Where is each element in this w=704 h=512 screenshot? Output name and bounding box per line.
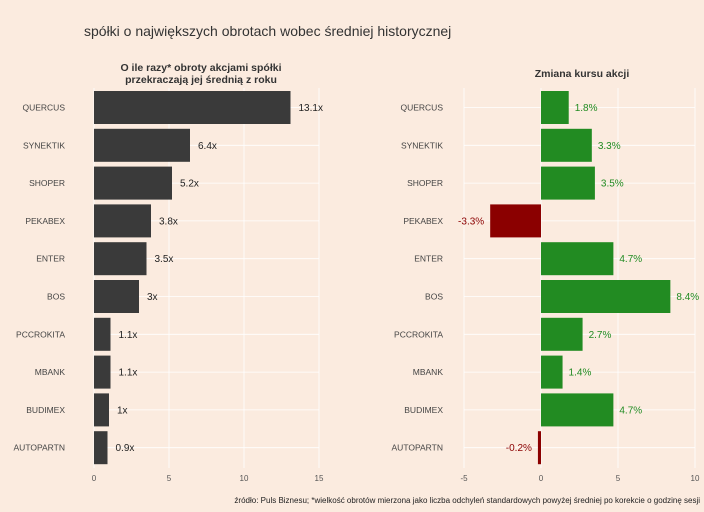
left-bar	[94, 317, 111, 351]
right-data-label: 1.8%	[575, 103, 598, 114]
right-bar	[541, 166, 595, 200]
right-data-label: 3.3%	[598, 141, 621, 152]
right-category-label: QUERCUS	[400, 103, 443, 113]
right-data-label: -3.3%	[458, 216, 484, 227]
left-x-tick-label: 5	[167, 474, 172, 483]
left-bar	[94, 280, 139, 313]
right-bar	[541, 128, 592, 162]
right-category-label: PCCROKITA	[394, 329, 443, 339]
right-category-label: AUTOPARTN	[392, 443, 443, 453]
right-category-label: SHOPER	[407, 178, 443, 188]
left-data-label: 0.9x	[116, 443, 135, 454]
left-data-label: 3x	[147, 292, 158, 303]
right-x-tick-label: 0	[539, 474, 544, 483]
right-bar	[541, 91, 569, 124]
left-bar	[94, 166, 172, 200]
left-bar	[94, 204, 151, 238]
left-data-label: 13.1x	[299, 103, 323, 114]
right-category-label: PEKABEX	[403, 216, 443, 226]
right-data-label: 1.4%	[569, 368, 592, 379]
right-category-label: ENTER	[414, 254, 443, 264]
left-x-tick-label: 10	[240, 474, 249, 483]
left-bar	[94, 91, 291, 124]
left-category-label: PEKABEX	[25, 216, 65, 226]
left-category-label: AUTOPARTN	[14, 443, 65, 453]
chart-title: spółki o największych obrotach wobec śre…	[84, 23, 451, 39]
left-data-label: 5.2x	[180, 179, 199, 190]
right-data-label: 2.7%	[589, 330, 612, 341]
left-data-label: 1.1x	[119, 368, 138, 379]
left-category-label: QUERCUS	[22, 103, 65, 113]
left-panel-title: przekraczają jej średnią z roku	[125, 74, 277, 86]
left-panel-title: O ile razy* obroty akcjami spółki	[120, 62, 281, 74]
right-category-label: MBANK	[413, 367, 444, 377]
right-category-label: SYNEKTIK	[401, 140, 443, 150]
right-x-tick-label: 10	[691, 474, 700, 483]
left-data-label: 6.4x	[198, 141, 217, 152]
right-data-label: 4.7%	[619, 405, 642, 416]
right-panel-title: Zmiana kursu akcji	[535, 68, 630, 80]
left-category-label: ENTER	[36, 254, 65, 264]
right-x-tick-label: 5	[616, 474, 621, 483]
right-bar	[537, 431, 541, 465]
right-bar	[490, 204, 541, 238]
left-bar	[94, 242, 147, 276]
left-category-label: BOS	[47, 292, 65, 302]
right-bar	[541, 355, 563, 389]
right-category-label: BOS	[425, 292, 443, 302]
right-data-label: -0.2%	[506, 443, 532, 454]
right-x-tick-label: -5	[460, 474, 468, 483]
left-category-label: MBANK	[35, 367, 66, 377]
left-data-label: 1.1x	[119, 330, 138, 341]
left-bar	[94, 355, 111, 389]
right-category-label: BUDIMEX	[404, 405, 443, 415]
right-data-label: 3.5%	[601, 179, 624, 190]
left-category-label: SHOPER	[29, 178, 65, 188]
right-bar	[541, 280, 671, 313]
left-category-label: BUDIMEX	[26, 405, 65, 415]
left-category-label: PCCROKITA	[16, 329, 65, 339]
left-x-tick-label: 0	[92, 474, 97, 483]
source-note: źródło: Puls Biznesu; *wielkość obrotów …	[234, 496, 700, 505]
left-bar	[94, 431, 108, 465]
left-bar	[94, 128, 190, 162]
left-data-label: 3.8x	[159, 216, 178, 227]
left-data-label: 1x	[117, 405, 128, 416]
left-data-label: 3.5x	[155, 254, 174, 265]
right-bar	[541, 393, 614, 427]
right-data-label: 4.7%	[619, 254, 642, 265]
right-bar	[541, 242, 614, 276]
left-bar	[94, 393, 109, 427]
left-category-label: SYNEKTIK	[23, 140, 65, 150]
right-bar	[541, 317, 583, 351]
right-data-label: 8.4%	[676, 292, 699, 303]
left-x-tick-label: 15	[315, 474, 324, 483]
